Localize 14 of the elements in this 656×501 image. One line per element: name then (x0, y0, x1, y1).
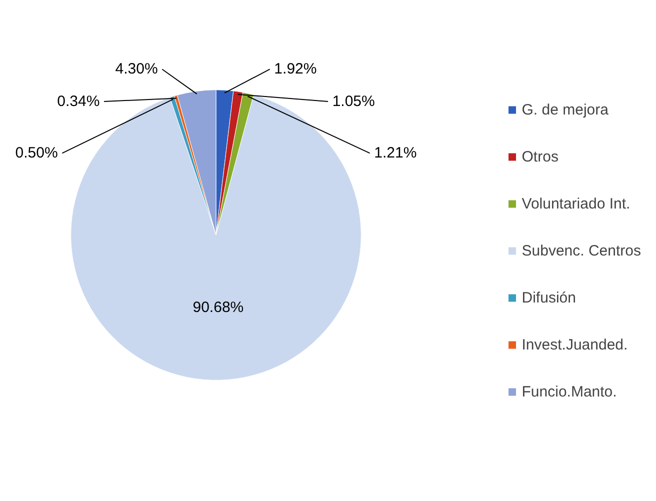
legend-label: Subvenc. Centros (522, 242, 641, 259)
data-label: 1.21% (374, 144, 417, 162)
legend-label: Voluntariado Int. (522, 195, 630, 212)
data-label: 0.34% (57, 92, 100, 110)
legend-label: Difusión (522, 289, 576, 306)
data-label: 0.50% (15, 144, 58, 162)
legend-label: G. de mejora (522, 101, 608, 118)
data-label: 90.68% (192, 299, 244, 316)
data-label: 1.05% (332, 92, 375, 110)
data-label: 4.30% (115, 60, 158, 78)
legend-label: Invest.Juanded. (522, 336, 628, 353)
legend-label: Otros (522, 148, 558, 165)
legend-label: Funcio.Manto. (522, 383, 617, 400)
data-label: 1.92% (274, 60, 317, 78)
